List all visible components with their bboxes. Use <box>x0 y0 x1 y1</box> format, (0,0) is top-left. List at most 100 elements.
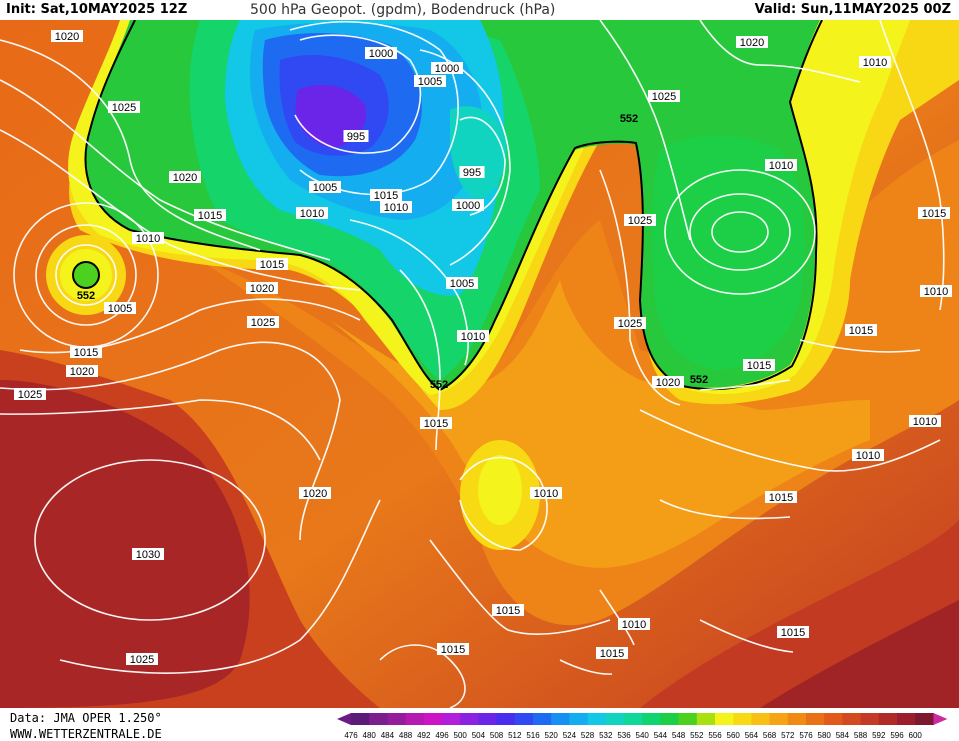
isobar-label-box <box>299 487 331 499</box>
isobar-label-box <box>296 207 328 219</box>
colorbar-cell <box>915 713 934 725</box>
isobar-label-box <box>126 653 158 665</box>
contour-552-main <box>84 20 823 392</box>
weather-map: 1020 1025 1020 1015 1010 1015 1020 1025 1005 1015… <box>0 20 959 708</box>
isobar-label: 1010 <box>913 416 937 428</box>
colorbar-level-label: 520 <box>545 731 559 740</box>
isobar-label-box <box>365 47 397 59</box>
colorbar-level-label: 476 <box>344 731 358 740</box>
isobar-label: 1020 <box>656 377 680 389</box>
colorbar-cell <box>715 713 734 725</box>
isobar-label-box <box>743 359 775 371</box>
colorbar-max-arrow <box>933 713 948 725</box>
isobar-label-box <box>459 166 485 178</box>
colorbar-cell <box>478 713 498 725</box>
colorbar-cell <box>423 713 443 725</box>
colorbar-cell <box>369 713 388 725</box>
isobar-label: 1000 <box>369 48 393 60</box>
field-544-east <box>651 135 805 370</box>
isobar-label: 1015 <box>747 360 771 372</box>
isobar-label: 1025 <box>618 318 642 330</box>
isobar-label: 1015 <box>74 347 98 359</box>
isobar-label: 1020 <box>250 283 274 295</box>
isobar-label-box <box>169 171 201 183</box>
isobar-label: 1010 <box>924 286 948 298</box>
isobar-label-box <box>777 626 809 638</box>
website-label: WWW.WETTERZENTRALE.DE <box>10 727 162 741</box>
isobar-label: 1005 <box>418 76 442 88</box>
footer-bar: Data: JMA OPER 1.250° WWW.WETTERZENTRALE… <box>0 708 959 741</box>
isobar-label: 1000 <box>435 63 459 75</box>
colorbar-cell <box>769 713 789 725</box>
colorbar-cell <box>751 713 771 725</box>
isobar-label-box <box>370 189 402 201</box>
header-bar: Init: Sat,10MAY2025 12Z 500 hPa Geopot. … <box>0 0 959 20</box>
isobar-label-box <box>132 548 164 560</box>
isobar-label-box <box>624 214 656 226</box>
colorbar-level-label: 572 <box>781 731 795 740</box>
colorbar-cell <box>824 713 843 725</box>
isobar-label: 1020 <box>303 488 327 500</box>
colorbar-labels: 476 480 484 488 492 496 500 504 508 512 516 520 524 5… <box>344 731 922 740</box>
colorbar-level-label: 512 <box>508 731 522 740</box>
isobar-label: 1025 <box>652 91 676 103</box>
isobar-label-box <box>14 388 46 400</box>
isobar-label: 1005 <box>108 303 132 315</box>
isobar-label: 1015 <box>496 605 520 617</box>
isobar-label-box <box>380 201 412 213</box>
valid-time-label: Valid: Sun,11MAY2025 00Z <box>754 2 951 17</box>
colorbar-cell <box>387 713 407 725</box>
colorbar-level-label: 536 <box>617 731 631 740</box>
isobar-label: 1015 <box>769 492 793 504</box>
colorbar-cell <box>624 713 643 725</box>
isobar-label-box <box>431 62 463 74</box>
colorbar-cell <box>551 713 570 725</box>
isobar-label: 1015 <box>260 259 284 271</box>
geopotential-552-label: 552 <box>77 290 95 302</box>
isobar-label-box <box>648 90 680 102</box>
colorbar-cell <box>460 713 479 725</box>
isobar-label-box <box>309 181 341 193</box>
isobar-label-box <box>765 491 797 503</box>
geopotential-552-label: 552 <box>620 113 638 125</box>
colorbar-level-label: 484 <box>381 731 395 740</box>
isobar-label: 1030 <box>136 549 160 561</box>
colorbar-cell <box>642 713 661 725</box>
greenland-low-ring-inner <box>73 262 99 288</box>
colorbar-cell <box>787 713 807 725</box>
colorbar-level-label: 596 <box>890 731 904 740</box>
colorbar-level-label: 496 <box>435 731 449 740</box>
isobar-label-box <box>859 56 891 68</box>
isobar-label-box <box>845 324 877 336</box>
isobar-label-box <box>66 365 98 377</box>
init-time-label: Init: Sat,10MAY2025 12Z <box>6 2 188 17</box>
colorbar-cell <box>733 713 752 725</box>
isobar-label: 1015 <box>781 627 805 639</box>
isobar-label: 1025 <box>130 654 154 666</box>
isobar-label: 1020 <box>173 172 197 184</box>
isobar-label-box <box>437 643 469 655</box>
colorbar-cell <box>442 713 461 725</box>
isobar-label: 1015 <box>600 648 624 660</box>
colorbar-level-label: 588 <box>854 731 868 740</box>
isobar-label: 1010 <box>136 233 160 245</box>
geopotential-labels: 552 552 552 552 <box>77 113 708 391</box>
colorbar-level-label: 540 <box>636 731 650 740</box>
isobar-label-box <box>70 346 102 358</box>
geopotential-552-label: 552 <box>430 379 448 391</box>
colorbar-cell <box>605 713 625 725</box>
isobar-label: 1010 <box>300 208 324 220</box>
isobar-label-box <box>618 618 650 630</box>
colorbar-cell <box>878 713 898 725</box>
colorbar-level-label: 568 <box>763 731 777 740</box>
colorbar-min-arrow <box>337 713 351 725</box>
colorbar-cell <box>569 713 589 725</box>
isobar-label: 1015 <box>922 208 946 220</box>
colorbar-level-label: 584 <box>836 731 850 740</box>
isobar-label-box <box>920 285 952 297</box>
isobar-label-box <box>492 604 524 616</box>
colorbar-cell <box>496 713 516 725</box>
geopotential-552-label: 552 <box>690 374 708 386</box>
colorbar-cell <box>696 713 716 725</box>
isobar-label: 995 <box>463 167 481 179</box>
